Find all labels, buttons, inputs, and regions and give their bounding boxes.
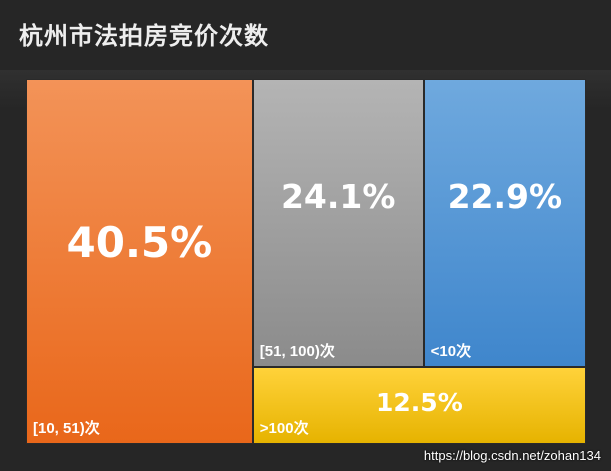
treemap-chart: 40.5% [10, 51)次 24.1% [51, 100)次 22.9% <10次 12… <box>26 79 586 444</box>
tile-percent-label: 12.5% <box>376 387 463 417</box>
chart-title: 杭州市法拍房竞价次数 <box>19 22 269 50</box>
tile-percent-label: 40.5% <box>66 217 213 267</box>
tile-10-51: 40.5% [10, 51)次 <box>26 79 253 444</box>
tile-category-label: [51, 100)次 <box>259 343 335 361</box>
tile-category-label: >100次 <box>259 419 309 437</box>
tile-category-label: <10次 <box>430 343 472 361</box>
tile-percent-label: 22.9% <box>447 177 563 217</box>
tile-percent-label: 24.1% <box>280 177 396 217</box>
tile-under-10: 22.9% <10次 <box>423 79 586 368</box>
tile-51-100: 24.1% [51, 100)次 <box>252 79 424 368</box>
watermark: https://blog.csdn.net/zohan134 <box>423 448 601 463</box>
tile-category-label: [10, 51)次 <box>33 420 100 437</box>
tile-over-100: 12.5% >100次 <box>252 367 586 444</box>
